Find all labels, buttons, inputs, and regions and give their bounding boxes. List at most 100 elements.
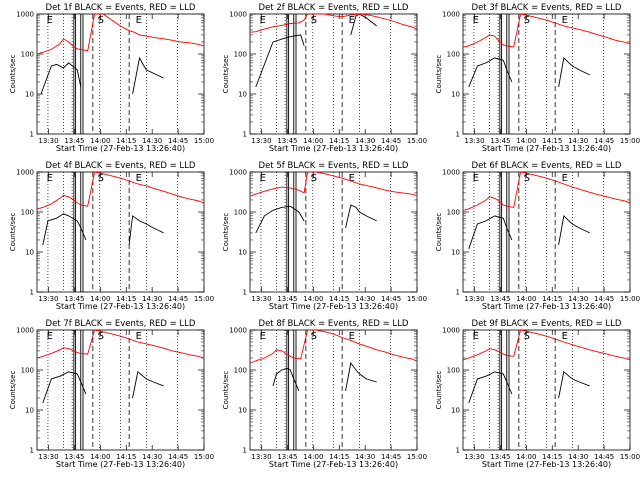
y-axis-label: Counts/sec bbox=[222, 55, 230, 94]
series-line-lld bbox=[250, 172, 417, 197]
x-tick-label: 14:00 bbox=[90, 453, 110, 461]
y-tick-label: 10 bbox=[25, 249, 34, 257]
x-tick-label: 14:00 bbox=[303, 137, 323, 145]
y-tick-label: 1 bbox=[243, 289, 247, 297]
x-tick-label: 13:45 bbox=[64, 295, 84, 303]
x-tick-label: 14:15 bbox=[329, 137, 349, 145]
x-tick-label: 14:45 bbox=[594, 137, 614, 145]
x-tick-label: 15:00 bbox=[620, 295, 640, 303]
y-tick-label: 10 bbox=[451, 407, 460, 415]
event-marker: E bbox=[136, 331, 142, 342]
x-tick-label: 15:00 bbox=[620, 453, 640, 461]
x-tick-label: 15:00 bbox=[407, 137, 427, 145]
y-tick-label: 100 bbox=[447, 51, 460, 59]
y-tick-label: 1000 bbox=[442, 327, 460, 335]
series-line-lld bbox=[37, 14, 204, 55]
event-marker: E bbox=[562, 331, 568, 342]
y-tick-label: 1000 bbox=[442, 169, 460, 177]
event-marker: E bbox=[349, 15, 355, 26]
x-axis-label: Start Time (27-Feb-13 13:26:40) bbox=[482, 144, 611, 153]
series-line-events bbox=[42, 213, 87, 246]
series-line-events bbox=[468, 57, 513, 88]
x-tick-label: 14:45 bbox=[594, 295, 614, 303]
event-marker: E bbox=[47, 173, 53, 184]
series-line-events bbox=[132, 56, 164, 95]
chart-title: Det 2f BLACK = Events, RED = LLD bbox=[259, 3, 409, 13]
series-line-events bbox=[558, 214, 590, 246]
x-tick-label: 13:30 bbox=[38, 453, 58, 461]
series-line-events bbox=[345, 361, 377, 391]
x-tick-label: 14:15 bbox=[116, 295, 136, 303]
event-marker: E bbox=[136, 173, 142, 184]
y-tick-label: 1 bbox=[243, 131, 247, 139]
y-axis-label: Counts/sec bbox=[9, 371, 17, 410]
x-tick-label: 14:15 bbox=[116, 137, 136, 145]
event-marker: S bbox=[98, 173, 104, 184]
y-tick-label: 10 bbox=[25, 91, 34, 99]
event-marker: S bbox=[311, 331, 317, 342]
x-tick-label: 14:15 bbox=[542, 137, 562, 145]
x-axis-label: Start Time (27-Feb-13 13:26:40) bbox=[269, 302, 398, 311]
series-line-events bbox=[468, 215, 513, 249]
x-tick-label: 14:45 bbox=[168, 137, 188, 145]
y-tick-label: 10 bbox=[238, 91, 247, 99]
y-tick-label: 10 bbox=[25, 407, 34, 415]
y-tick-label: 1 bbox=[456, 289, 460, 297]
y-tick-label: 100 bbox=[447, 367, 460, 375]
series-line-events bbox=[255, 205, 305, 234]
x-tick-label: 14:45 bbox=[381, 137, 401, 145]
chart-title: Det 1f BLACK = Events, RED = LLD bbox=[46, 3, 196, 13]
x-tick-label: 14:45 bbox=[168, 295, 188, 303]
chart-title: Det 9f BLACK = Events, RED = LLD bbox=[472, 319, 622, 329]
y-axis-label: Counts/sec bbox=[435, 371, 443, 410]
x-tick-label: 14:00 bbox=[516, 453, 536, 461]
y-tick-label: 1000 bbox=[16, 169, 34, 177]
x-tick-label: 13:30 bbox=[251, 137, 271, 145]
series-line-lld bbox=[37, 330, 204, 359]
chart-title: Det 4f BLACK = Events, RED = LLD bbox=[46, 161, 196, 171]
chart-panel-7: Det 7f BLACK = Events, RED = LLD 1 10 100 10… bbox=[9, 319, 214, 469]
x-tick-label: 13:30 bbox=[251, 453, 271, 461]
series-line-events bbox=[132, 370, 164, 399]
event-marker: S bbox=[524, 15, 530, 26]
x-tick-label: 14:45 bbox=[168, 453, 188, 461]
event-marker: E bbox=[136, 15, 142, 26]
x-tick-label: 14:00 bbox=[303, 453, 323, 461]
y-axis-label: Counts/sec bbox=[9, 55, 17, 94]
x-tick-label: 13:30 bbox=[38, 295, 58, 303]
x-tick-label: 14:30 bbox=[355, 453, 375, 461]
x-tick-label: 13:45 bbox=[64, 453, 84, 461]
chart-panel-3: Det 3f BLACK = Events, RED = LLD 1 10 100 10… bbox=[435, 3, 640, 153]
y-tick-label: 100 bbox=[21, 51, 34, 59]
x-tick-label: 14:45 bbox=[381, 295, 401, 303]
chart-panel-1: Det 1f BLACK = Events, RED = LLD 1 10 100 10… bbox=[9, 3, 214, 153]
y-axis-label: Counts/sec bbox=[435, 213, 443, 252]
chart-title: Det 8f BLACK = Events, RED = LLD bbox=[259, 319, 409, 329]
chart-panel-2: Det 2f BLACK = Events, RED = LLD 1 10 100 10… bbox=[222, 3, 427, 153]
chart-title: Det 5f BLACK = Events, RED = LLD bbox=[259, 161, 409, 171]
chart-title: Det 6f BLACK = Events, RED = LLD bbox=[472, 161, 622, 171]
x-axis-label: Start Time (27-Feb-13 13:26:40) bbox=[269, 144, 398, 153]
x-tick-label: 14:00 bbox=[516, 137, 536, 145]
x-tick-label: 14:15 bbox=[329, 295, 349, 303]
x-tick-label: 15:00 bbox=[407, 453, 427, 461]
x-axis-label: Start Time (27-Feb-13 13:26:40) bbox=[482, 302, 611, 311]
x-tick-label: 13:30 bbox=[464, 295, 484, 303]
event-marker: E bbox=[349, 173, 355, 184]
x-tick-label: 14:30 bbox=[142, 453, 162, 461]
x-tick-label: 13:30 bbox=[464, 453, 484, 461]
event-marker: E bbox=[562, 15, 568, 26]
x-tick-label: 14:30 bbox=[568, 137, 588, 145]
x-axis-label: Start Time (27-Feb-13 13:26:40) bbox=[56, 460, 185, 469]
y-tick-label: 100 bbox=[447, 209, 460, 217]
event-marker: E bbox=[473, 173, 479, 184]
y-tick-label: 10 bbox=[238, 407, 247, 415]
x-axis-label: Start Time (27-Feb-13 13:26:40) bbox=[56, 144, 185, 153]
series-line-lld bbox=[463, 330, 630, 361]
x-tick-label: 13:30 bbox=[251, 295, 271, 303]
series-line-lld bbox=[250, 330, 417, 364]
y-tick-label: 100 bbox=[21, 367, 34, 375]
x-tick-label: 14:15 bbox=[116, 453, 136, 461]
x-tick-label: 13:45 bbox=[490, 453, 510, 461]
